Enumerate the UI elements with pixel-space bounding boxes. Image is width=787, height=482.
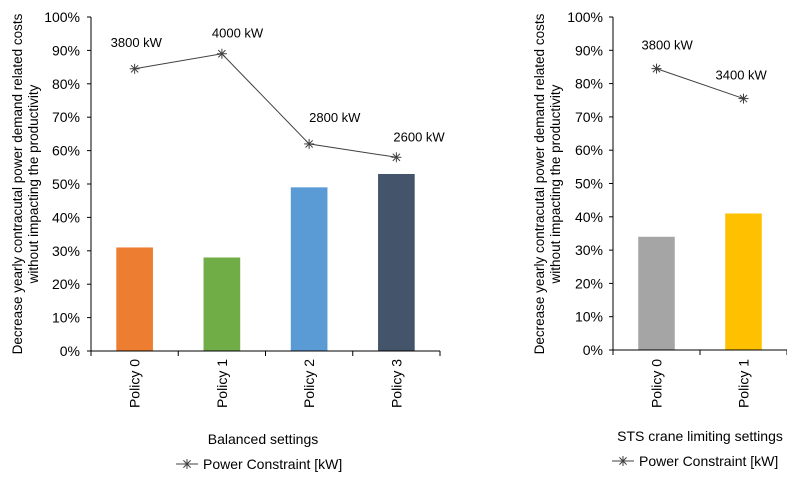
data-label: 3800 kW [642, 38, 694, 53]
y-tick-label: 100% [44, 9, 80, 25]
marker-stroke [739, 94, 748, 103]
y-tick-label: 10% [52, 310, 80, 326]
legend: Power Constraint [kW] [176, 456, 342, 472]
y-tick-label: 90% [575, 42, 603, 58]
y-tick-label: 40% [52, 209, 80, 225]
y-tick-label: 80% [52, 76, 80, 92]
x-axis-title: Balanced settings [208, 431, 319, 447]
legend-marker-icon [618, 456, 628, 466]
chart-panel-1: 0% 10% 20% 30% 40% 50% 60% 70% 80% 90% 100% Decreas… [10, 9, 445, 472]
y-tick-label: 50% [575, 176, 603, 192]
power-constraint-point [216, 48, 227, 59]
power-constraint-point [129, 63, 140, 74]
y-axis-title: Decrease yearly contracutal power demand… [10, 13, 25, 354]
x-axis-title: STS crane limiting settings [617, 428, 783, 444]
y-tick-label: 60% [52, 143, 80, 159]
data-label: 3800 kW [111, 35, 163, 50]
data-label: 2600 kW [393, 129, 445, 144]
power-constraint-point [391, 152, 402, 163]
legend-label: Power Constraint [kW] [203, 456, 342, 472]
bar-policy-1 [203, 257, 241, 351]
y-tick-label: 0% [60, 343, 80, 359]
bar-policy-1 [725, 213, 762, 350]
chart-panel-2: 0% 10% 20% 30% 40% 50% 60% 70% 80% 90% 100% Decreas… [532, 9, 787, 469]
bar-policy-0 [638, 236, 675, 350]
marker-stroke [217, 49, 226, 58]
y-tick-label: 10% [575, 309, 603, 325]
y-tick-label: 70% [52, 109, 80, 125]
x-tick-label: Policy 2 [301, 359, 317, 408]
y-tick-label: 30% [52, 243, 80, 259]
x-tick-label: Policy 3 [388, 359, 404, 408]
data-label: 2800 kW [309, 110, 361, 125]
power-constraint-line [134, 53, 397, 158]
bar-policy-3 [378, 173, 415, 351]
y-tick-label: 40% [575, 209, 603, 225]
power-constraint-line [656, 68, 744, 100]
x-tick-label: Policy 0 [649, 359, 665, 408]
power-constraint-point [651, 63, 662, 74]
y-tick-label: 80% [575, 76, 603, 92]
y-tick-label: 90% [52, 42, 80, 58]
power-constraint-point [304, 138, 315, 149]
bar-policy-0 [116, 247, 153, 351]
marker-stroke [652, 64, 661, 73]
legend-label: Power Constraint [kW] [639, 453, 778, 469]
x-tick-label: Policy 0 [127, 359, 143, 408]
y-tick-label: 30% [575, 242, 603, 258]
marker-stroke [619, 457, 627, 465]
data-label: 3400 kW [716, 68, 768, 83]
x-tick-label: Policy 1 [214, 359, 230, 408]
y-tick-label: 20% [575, 275, 603, 291]
marker-stroke [305, 139, 314, 148]
y-tick-label: 60% [575, 142, 603, 158]
bar-policy-2 [290, 187, 328, 351]
y-tick-label: 70% [575, 109, 603, 125]
legend-marker-icon [182, 459, 192, 469]
y-axis-title: without impacting the productivity [548, 84, 563, 284]
power-constraint-point [738, 93, 749, 104]
data-label: 4000 kW [212, 26, 264, 41]
y-axis-title: without impacting the productivity [26, 84, 41, 284]
marker-stroke [183, 460, 191, 468]
marker-stroke [392, 153, 401, 162]
x-tick-label: Policy 1 [736, 359, 752, 408]
y-tick-label: 100% [567, 9, 603, 25]
y-tick-label: 0% [583, 342, 603, 358]
legend: Power Constraint [kW] [612, 453, 778, 469]
y-tick-label: 50% [52, 176, 80, 192]
marker-stroke [130, 64, 139, 73]
y-axis-title: Decrease yearly contracutal power demand… [532, 13, 547, 354]
y-tick-label: 20% [52, 276, 80, 292]
